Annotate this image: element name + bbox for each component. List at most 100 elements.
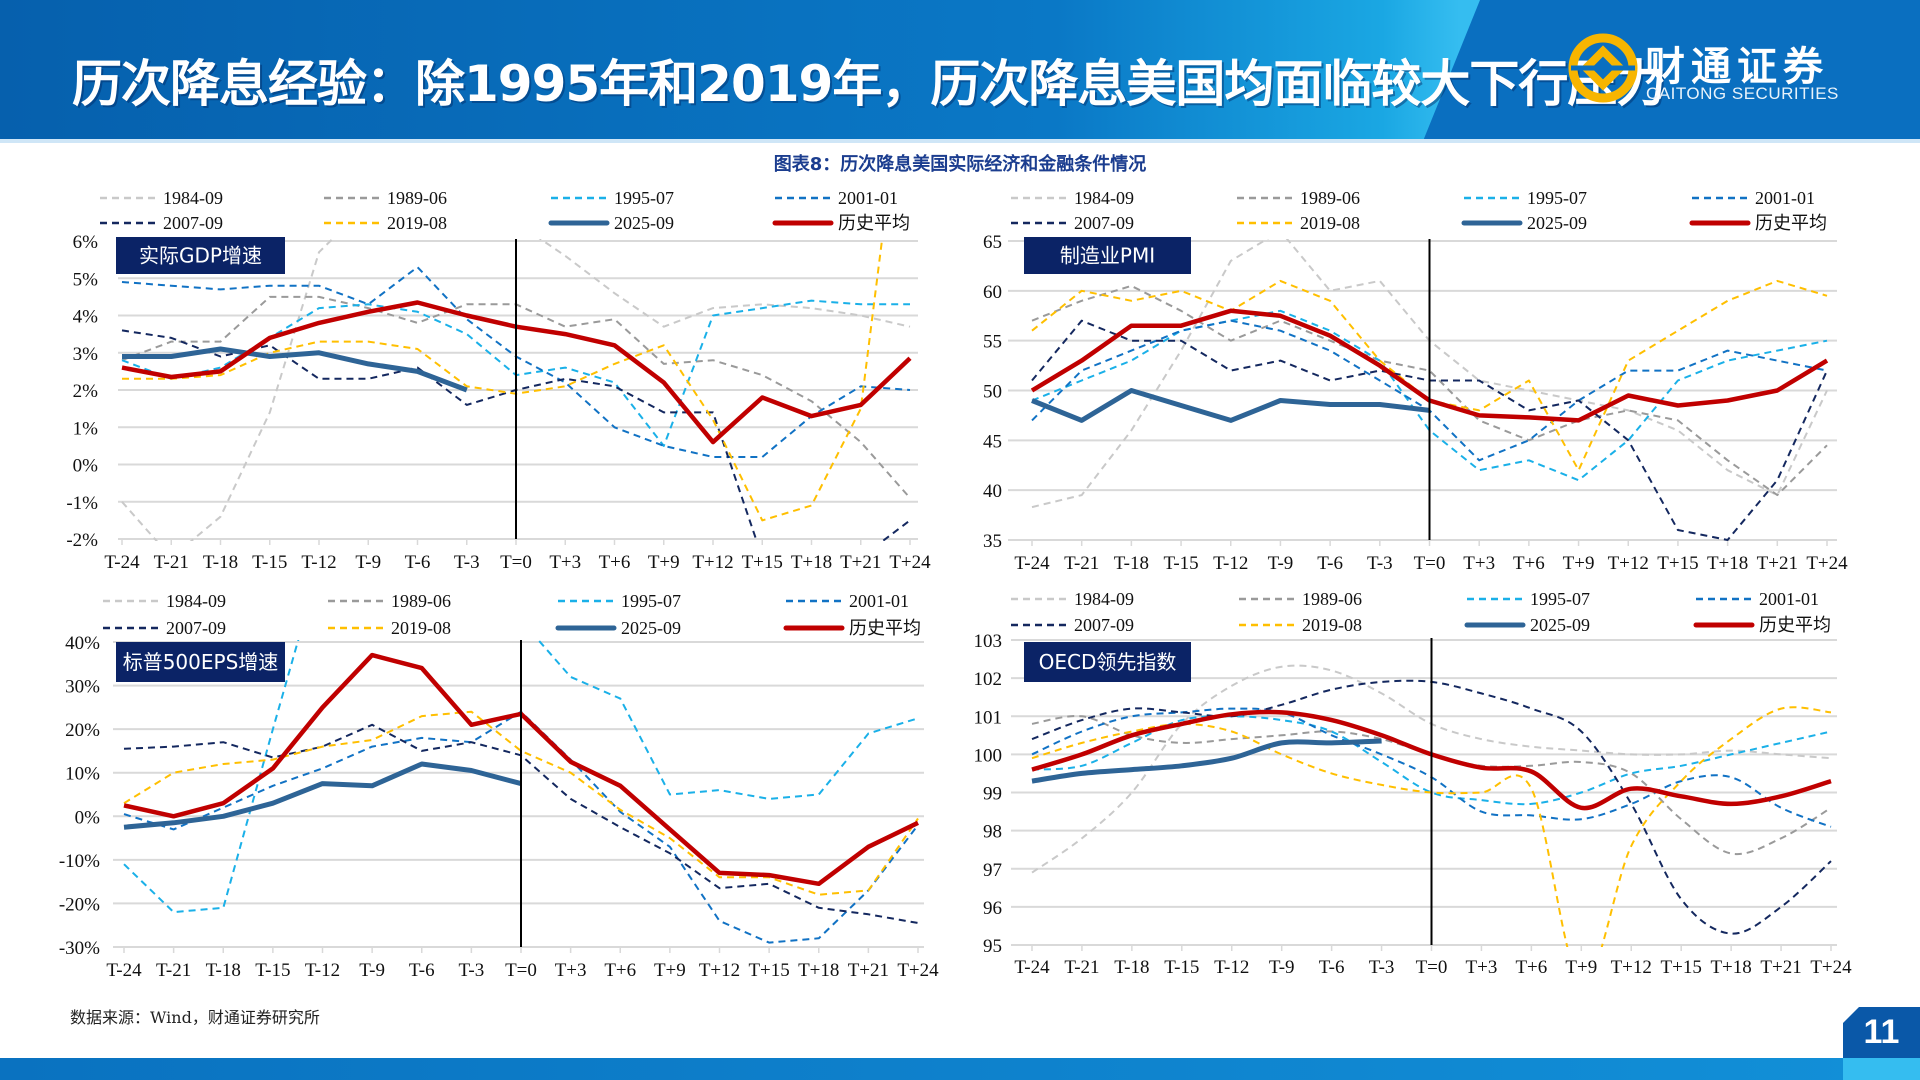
- x-tick-label: T-24: [1014, 553, 1050, 574]
- x-tick-label: T+24: [897, 960, 939, 981]
- series-line-2025-09: [123, 761, 522, 830]
- legend-item: 1995-07: [551, 188, 674, 208]
- legend-item: 1989-06: [1237, 188, 1360, 208]
- x-tick-label: T+12: [692, 552, 733, 573]
- y-tick-label: 45: [983, 431, 1002, 452]
- y-tick-label: 20%: [65, 720, 100, 741]
- legend-label: 历史平均: [849, 618, 921, 638]
- legend-label: 2007-09: [163, 213, 223, 233]
- y-tick-label: 96: [983, 898, 1002, 919]
- legend-label: 2001-01: [1755, 188, 1815, 208]
- legend-label: 2007-09: [1074, 213, 1134, 233]
- legend-label: 1995-07: [1527, 188, 1587, 208]
- company-logo: 财通证券 CAITONG SECURITIES: [1565, 28, 1905, 108]
- series-line-2025-09: [1031, 738, 1382, 784]
- footer-accent: [1843, 1058, 1920, 1080]
- y-tick-label: 0%: [73, 456, 99, 477]
- y-tick-label: 30%: [65, 677, 100, 698]
- legend-item: 2019-08: [328, 618, 451, 638]
- legend-item: 2019-08: [1239, 615, 1362, 635]
- page-title: 历次降息经验：除1995年和2019年，历次降息美国均面临较大下行压力: [72, 55, 1666, 113]
- x-tick-label: T+3: [549, 552, 581, 573]
- series-line-2025-09: [1031, 388, 1430, 423]
- legend-label: 1984-09: [1074, 589, 1134, 609]
- legend-label: 2025-09: [1530, 615, 1590, 635]
- x-tick-label: T-9: [355, 552, 381, 573]
- x-tick-label: T-24: [106, 960, 142, 981]
- legend-item: 1984-09: [100, 188, 223, 208]
- x-tick-label: T-15: [1163, 553, 1198, 574]
- chart-title: 实际GDP增速: [139, 244, 262, 268]
- x-tick-label: T+9: [654, 960, 686, 981]
- x-tick-label: T+9: [648, 552, 680, 573]
- legend-label: 2007-09: [166, 618, 226, 638]
- x-tick-label: T=0: [1416, 957, 1448, 978]
- x-tick-label: T+3: [1463, 553, 1495, 574]
- x-tick-label: T+24: [1810, 957, 1852, 978]
- x-tick-label: T+18: [1710, 957, 1751, 978]
- legend-item: 2019-08: [1237, 213, 1360, 233]
- y-tick-label: 0%: [75, 807, 101, 828]
- y-tick-label: 5%: [73, 269, 99, 290]
- y-tick-label: 100: [974, 745, 1003, 766]
- x-tick-label: T-3: [454, 552, 480, 573]
- x-tick-label: T-12: [1213, 553, 1248, 574]
- x-tick-label: T-15: [252, 552, 287, 573]
- x-tick-label: T+9: [1563, 553, 1595, 574]
- x-tick-label: T-6: [409, 960, 435, 981]
- legend-label: 2001-01: [1759, 589, 1819, 609]
- banner-underline: [0, 139, 1920, 143]
- y-tick-label: 97: [983, 860, 1002, 881]
- legend-item: 2007-09: [100, 213, 223, 233]
- legend-label: 2019-08: [391, 618, 451, 638]
- series-line-1984-09: [1031, 664, 1832, 874]
- x-tick-label: T-3: [1367, 553, 1393, 574]
- legend-label: 2001-01: [838, 188, 898, 208]
- legend-item: 1984-09: [1011, 589, 1134, 609]
- x-tick-label: T-15: [255, 960, 290, 981]
- logo-text-cn: 财通证券: [1645, 44, 1829, 90]
- legend-label: 1989-06: [387, 188, 447, 208]
- legend-label: 1989-06: [391, 591, 451, 611]
- x-tick-label: T+6: [599, 552, 631, 573]
- x-tick-label: T-24: [104, 552, 140, 573]
- legend-item: 2007-09: [103, 618, 226, 638]
- x-tick-label: T+21: [848, 960, 889, 981]
- x-tick-label: T-12: [301, 552, 336, 573]
- chart-title-box: [116, 237, 285, 274]
- legend-item: 历史平均: [783, 618, 921, 638]
- series-line-2007-09: [1031, 679, 1832, 935]
- y-tick-label: -10%: [59, 851, 100, 872]
- x-tick-label: T+3: [1466, 957, 1498, 978]
- legend-item: 2001-01: [786, 591, 909, 611]
- legend-label: 2019-08: [1300, 213, 1360, 233]
- x-tick-label: T+24: [1806, 553, 1848, 574]
- y-tick-label: 101: [974, 707, 1003, 728]
- y-tick-label: -2%: [66, 530, 98, 551]
- legend-label: 历史平均: [1759, 615, 1831, 635]
- legend-label: 历史平均: [838, 213, 910, 233]
- legend-item: 1989-06: [324, 188, 447, 208]
- x-tick-label: T+12: [699, 960, 740, 981]
- x-tick-label: T-18: [1114, 553, 1149, 574]
- legend-label: 1984-09: [163, 188, 223, 208]
- legend-item: 1989-06: [1239, 589, 1362, 609]
- y-tick-label: 10%: [65, 764, 100, 785]
- y-tick-label: 103: [974, 631, 1003, 652]
- y-tick-label: 102: [974, 669, 1003, 690]
- legend-item: 1984-09: [1011, 188, 1134, 208]
- x-tick-label: T+6: [1515, 957, 1547, 978]
- y-tick-label: 3%: [73, 344, 99, 365]
- x-tick-label: T+18: [791, 552, 832, 573]
- x-tick-label: T+15: [1657, 553, 1698, 574]
- y-tick-label: 65: [983, 232, 1002, 253]
- x-tick-label: T+3: [555, 960, 587, 981]
- chart-title-box: [1024, 642, 1191, 682]
- legend-label: 1995-07: [1530, 589, 1590, 609]
- legend-item: 1995-07: [1464, 188, 1587, 208]
- legend-item: 2007-09: [1011, 615, 1134, 635]
- y-tick-label: 95: [983, 936, 1002, 957]
- x-tick-label: T+15: [1661, 957, 1702, 978]
- x-tick-label: T-6: [405, 552, 431, 573]
- legend-item: 历史平均: [1689, 213, 1827, 233]
